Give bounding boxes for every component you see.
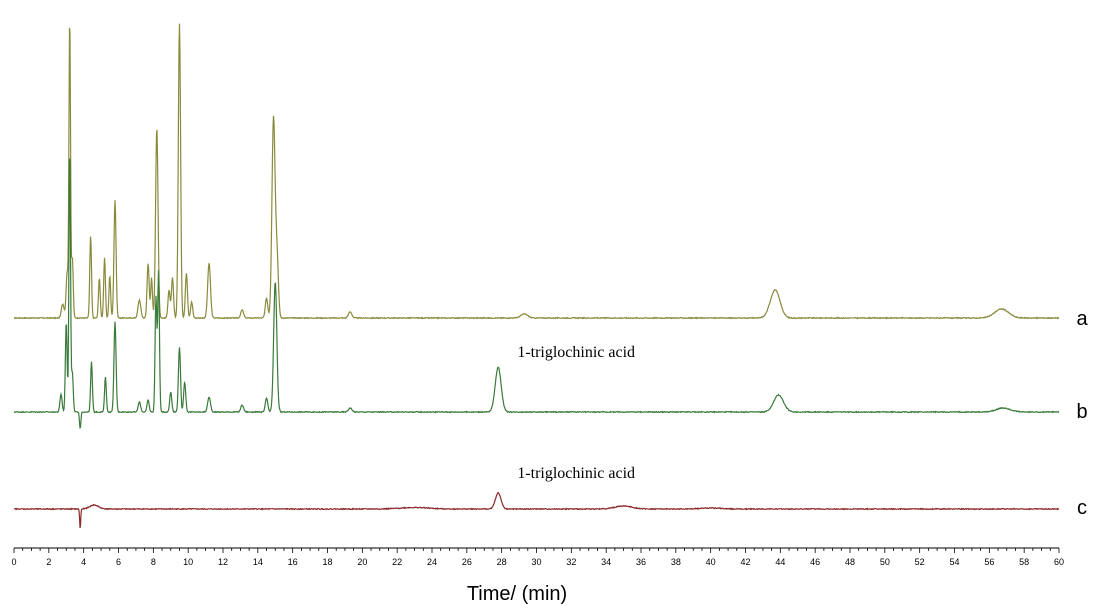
x-tick-label: 56: [984, 557, 994, 567]
x-tick-label: 26: [462, 557, 472, 567]
trace-line-c: [13, 492, 1060, 529]
x-tick-label: 18: [322, 557, 332, 567]
x-tick-label: 16: [288, 557, 298, 567]
x-tick-label: 2: [46, 557, 51, 567]
x-tick-label: 36: [636, 557, 646, 567]
annotation-group: 1-triglochinic acid 1-triglochinic acid: [517, 344, 635, 482]
x-tick-label: 30: [531, 557, 541, 567]
trace-label-b: b: [1076, 401, 1087, 423]
trace-label-a: a: [1076, 308, 1088, 330]
x-tick-label: 50: [880, 557, 890, 567]
x-tick-label: 24: [427, 557, 437, 567]
x-tick-label: 46: [810, 557, 820, 567]
x-tick-label: 60: [1054, 557, 1064, 567]
x-tick-label: 48: [845, 557, 855, 567]
x-tick-label: 4: [81, 557, 86, 567]
x-tick-label: 34: [601, 557, 611, 567]
x-tick-label: 42: [740, 557, 750, 567]
x-tick-label: 12: [218, 557, 228, 567]
annotation-label-b: 1-triglochinic acid: [517, 344, 635, 361]
x-tick-label: 44: [775, 557, 785, 567]
x-tick-label: 40: [706, 557, 716, 567]
x-tick-label: 6: [116, 557, 121, 567]
trace-line-a: [13, 23, 1060, 320]
trace-group: a b c: [13, 23, 1088, 529]
x-tick-label: 10: [183, 557, 193, 567]
x-tick-label: 58: [1019, 557, 1029, 567]
trace-line-b: [13, 158, 1060, 429]
x-tick-label: 38: [671, 557, 681, 567]
x-tick-label: 8: [151, 557, 156, 567]
x-tick-label: 14: [253, 557, 263, 567]
x-axis: 0 2 4 6 8 10 12 14 16 18 20 22 24 26 28 30 32 34 36 38 40 42 4…: [11, 547, 1064, 567]
x-tick-label: 20: [357, 557, 367, 567]
x-tick-label: 52: [915, 557, 925, 567]
trace-label-c: c: [1077, 497, 1087, 519]
x-tick-label: 32: [566, 557, 576, 567]
x-axis-title: Time/ (min): [467, 583, 567, 605]
x-tick-label: 22: [392, 557, 402, 567]
annotation-label-c: 1-triglochinic acid: [517, 465, 635, 482]
x-tick-label: 0: [11, 557, 16, 567]
x-tick-label: 54: [949, 557, 959, 567]
x-tick-label: 28: [497, 557, 507, 567]
